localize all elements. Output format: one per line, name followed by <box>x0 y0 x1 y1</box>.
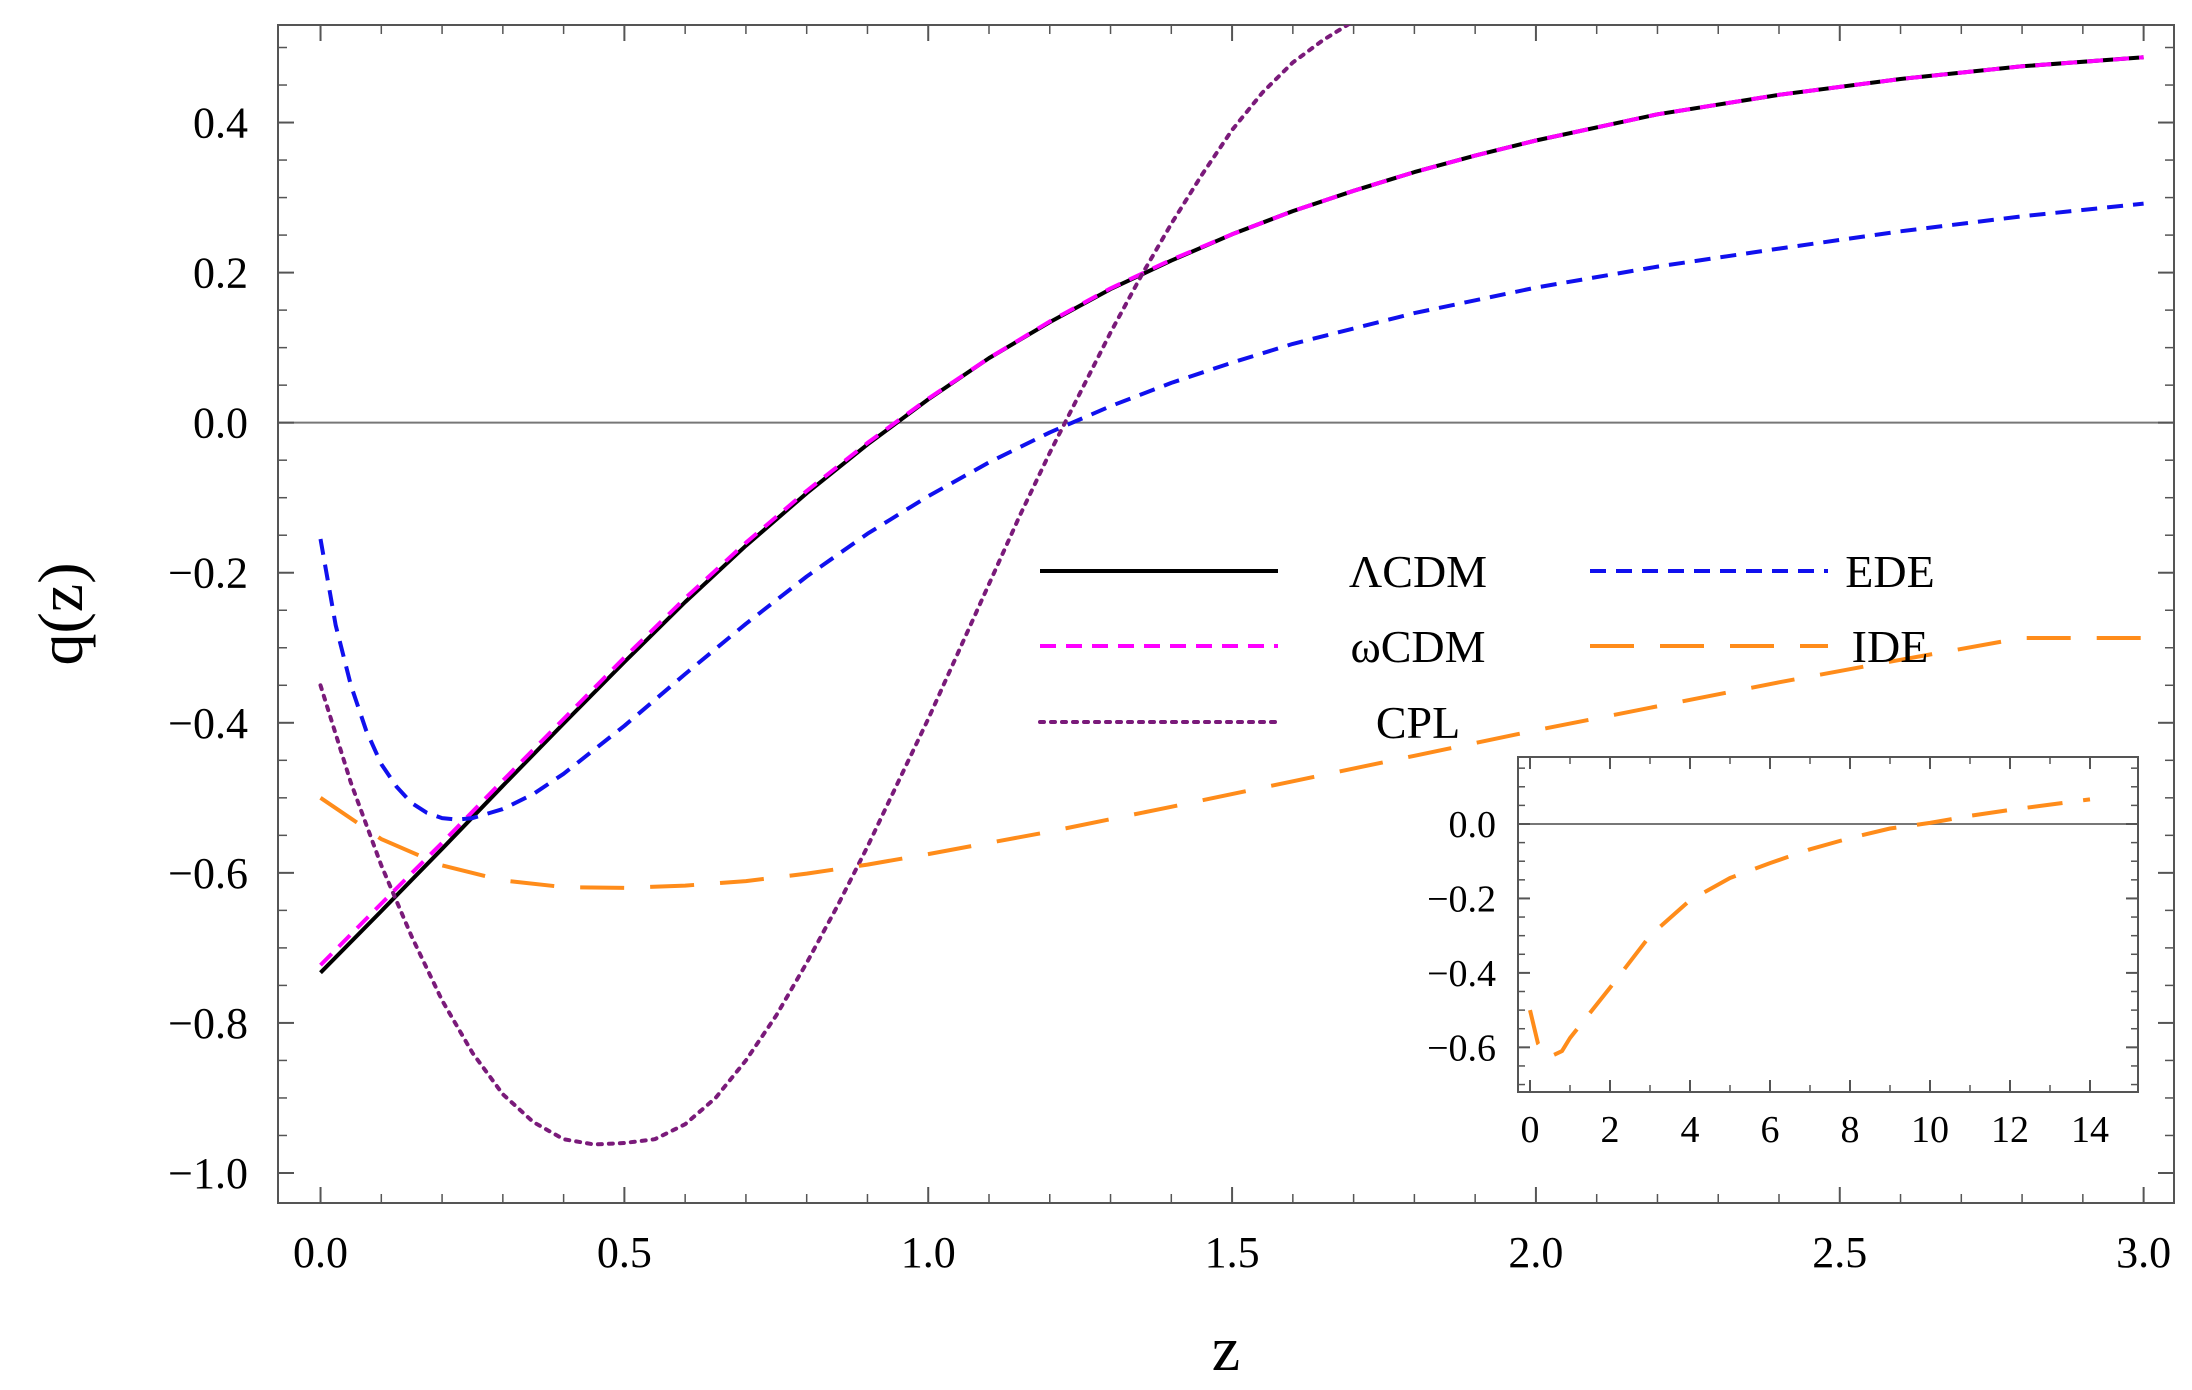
inset-plot: 0 2 4 6 8 10 12 14 0.0 −0.2 −0.4 −0.6 <box>1427 756 2139 1151</box>
inset-series-ide <box>1528 797 2091 1057</box>
main-x-tick-label: 2.0 <box>1508 1228 1563 1277</box>
y-axis-title: q(z) <box>25 562 96 665</box>
inset-x-tick-label: 12 <box>1991 1109 2029 1151</box>
main-series-cpl <box>318 25 1352 1147</box>
legend-label-ede: EDE <box>1845 546 1934 597</box>
main-y-tick-label: −0.2 <box>168 549 248 598</box>
inset-y-tick-label: 0.0 <box>1449 804 1497 846</box>
main-x-tick-label: 0.0 <box>293 1228 348 1277</box>
inset-x-tick-label: 0 <box>1521 1109 1540 1151</box>
inset-y-tick-label: −0.4 <box>1427 953 1496 995</box>
main-frame <box>277 24 2175 1204</box>
legend-label-cpl: CPL <box>1376 697 1460 748</box>
main-y-tick-label: 0.0 <box>193 399 248 448</box>
main-plot: 0.0 0.5 1.0 1.5 2.0 2.5 3.0 0.4 0.2 0.0 −0.2 −0.4 −0… <box>25 24 2175 1384</box>
inset-x-tick-label: 8 <box>1841 1109 1860 1151</box>
legend-label-lambda-cdm: ΛCDM <box>1349 546 1487 597</box>
legend-label-omega-cdm: ωCDM <box>1350 621 1485 672</box>
main-series-omega-cdm <box>319 55 2144 967</box>
inset-x-tick-label: 14 <box>2071 1109 2109 1151</box>
main-y-tick-label: −1.0 <box>168 1149 248 1198</box>
inset-x-tick-label: 6 <box>1761 1109 1780 1151</box>
main-y-tick-label: −0.8 <box>168 999 248 1048</box>
main-x-tick-label: 0.5 <box>597 1228 652 1277</box>
inset-x-tick-label: 4 <box>1681 1109 1700 1151</box>
inset-x-tick-label: 10 <box>1911 1109 1949 1151</box>
inset-series-group <box>1528 797 2091 1057</box>
main-x-tick-label: 1.0 <box>901 1228 956 1277</box>
main-y-tick-label: 0.4 <box>193 99 248 148</box>
legend: ΛCDM ωCDM CPL EDE IDE <box>1038 546 1935 748</box>
main-y-tick-label: 0.2 <box>193 249 248 298</box>
inset-frame <box>1517 756 2139 1093</box>
inset-y-tick-label: −0.2 <box>1427 878 1496 920</box>
main-series-group <box>318 25 2144 1147</box>
main-series-ide <box>319 636 2144 890</box>
main-series-ede <box>318 201 2144 822</box>
inset-y-tick-label: −0.6 <box>1427 1027 1496 1069</box>
main-x-tick-label: 3.0 <box>2116 1228 2171 1277</box>
inset-background <box>1518 757 2138 1092</box>
legend-label-ide: IDE <box>1852 621 1929 672</box>
x-axis-title: z <box>1212 1313 1240 1384</box>
main-y-tick-label: −0.6 <box>168 849 248 898</box>
main-x-tick-label: 2.5 <box>1812 1228 1867 1277</box>
main-x-tick-label: 1.5 <box>1205 1228 1260 1277</box>
main-y-tick-label: −0.4 <box>168 699 248 748</box>
inset-x-tick-label: 2 <box>1601 1109 1620 1151</box>
